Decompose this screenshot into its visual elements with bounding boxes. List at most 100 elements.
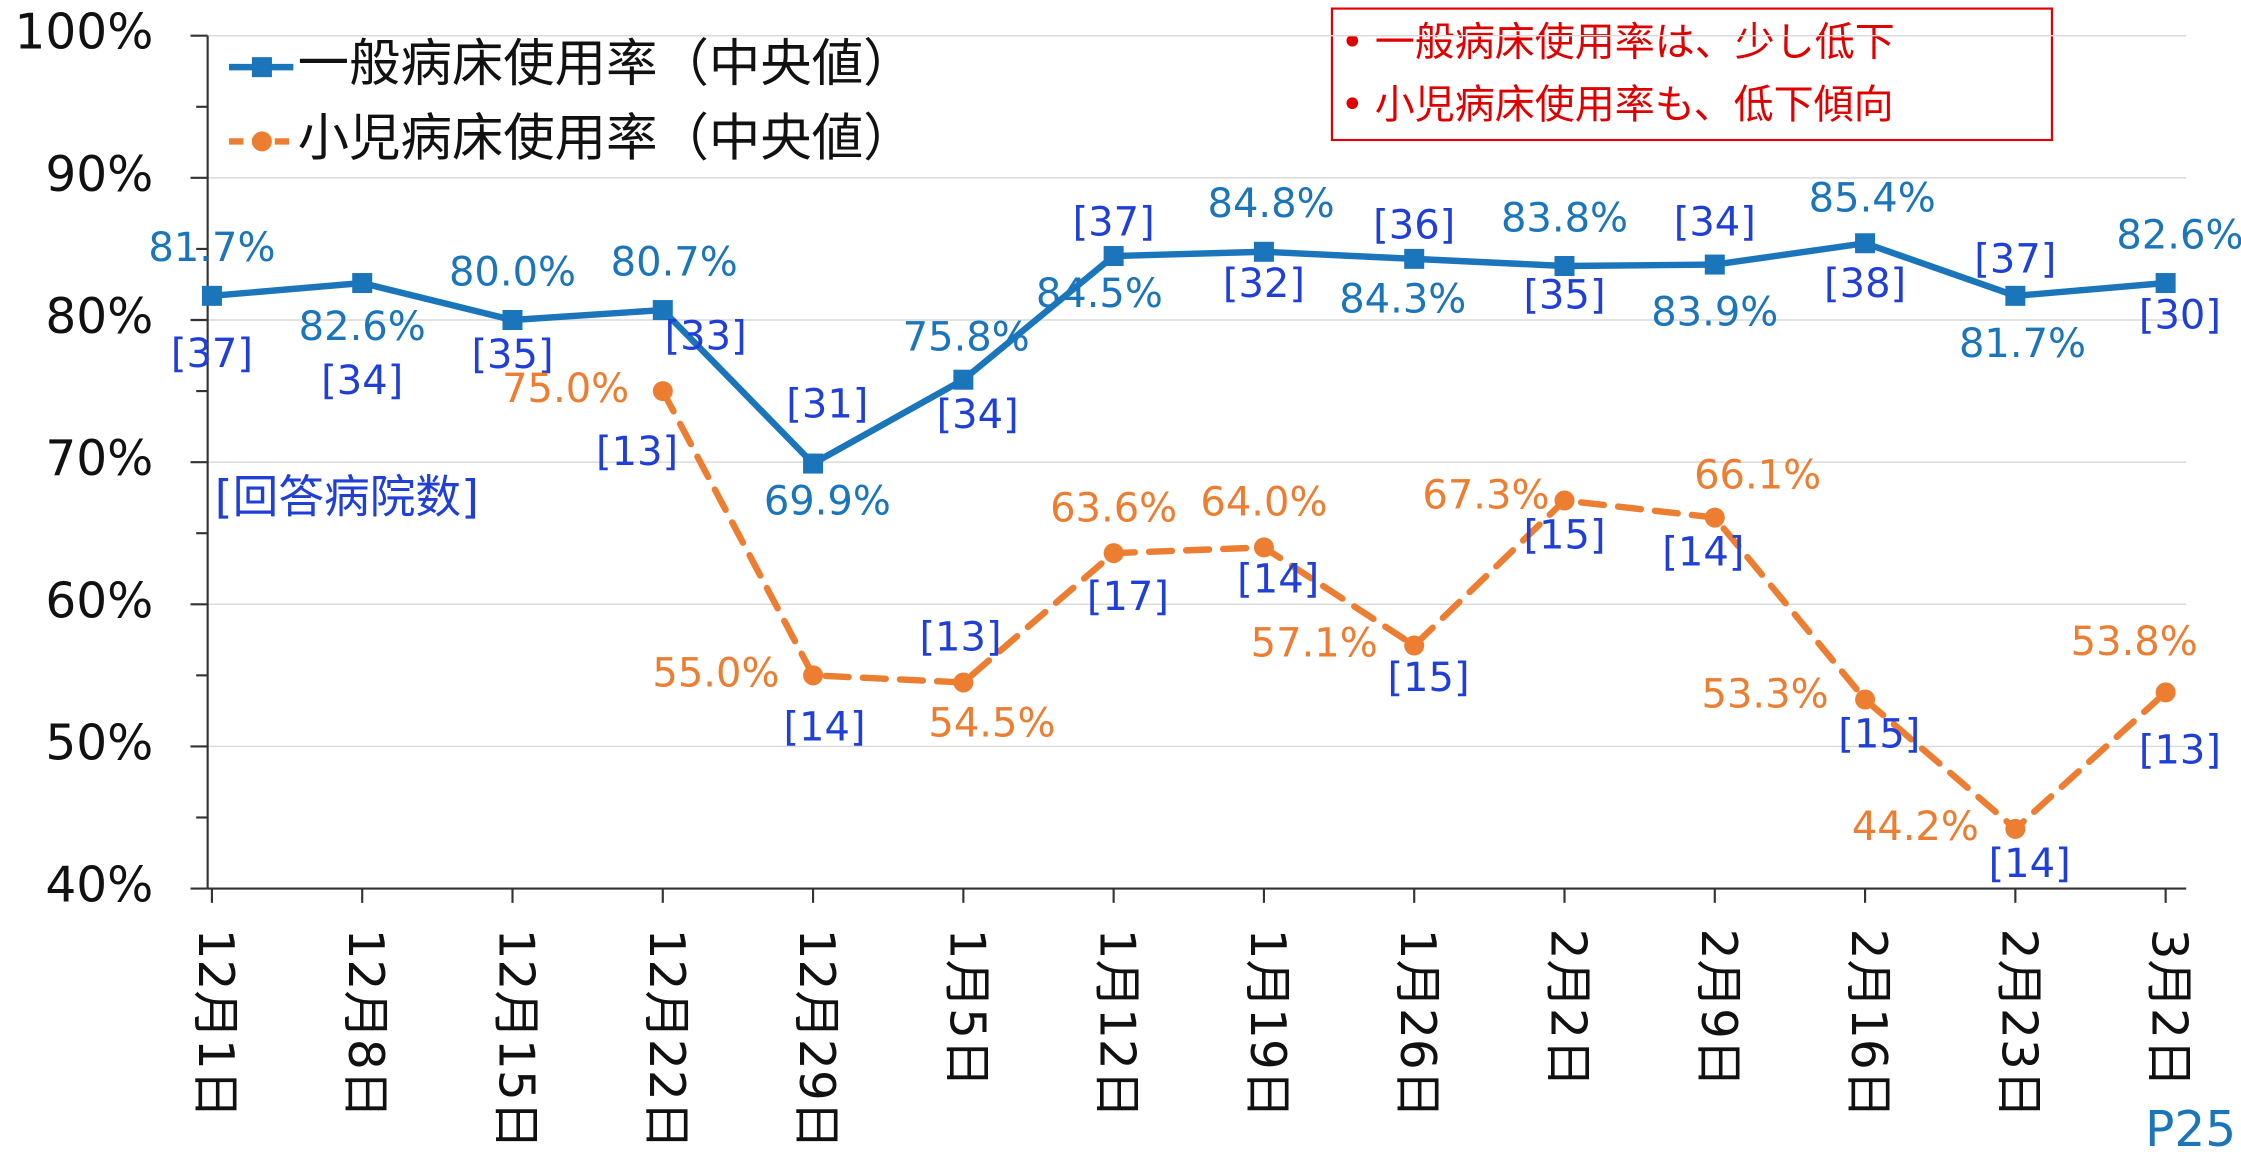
count-label: [15] <box>1387 655 1469 701</box>
count-label: [37] <box>1974 237 2056 283</box>
x-tick-label: 1月12日 <box>1089 929 1145 1119</box>
series-line <box>211 239 2166 468</box>
data-label: 82.6% <box>2116 212 2241 258</box>
data-label: 80.0% <box>449 249 576 295</box>
point <box>1855 233 1876 254</box>
x-tick-label: 1月5日 <box>938 929 994 1088</box>
count-label: [37] <box>1073 200 1155 246</box>
data-label: 83.8% <box>1501 195 1628 241</box>
point <box>1554 490 1575 511</box>
legend-label: 小児病床使用率（中央値） <box>298 108 915 168</box>
x-tick-label: 2月23日 <box>1990 929 2046 1119</box>
x-tick-label: 12月8日 <box>337 929 393 1119</box>
point <box>803 453 824 474</box>
point <box>1704 507 1725 528</box>
count-label: [31] <box>786 381 868 427</box>
count-label: [34] <box>1674 200 1756 246</box>
data-label: 81.7% <box>148 225 275 271</box>
point <box>2155 682 2176 703</box>
x-tick-label: 12月29日 <box>788 929 844 1150</box>
count-label: [38] <box>1824 261 1906 307</box>
data-label: 83.9% <box>1651 290 1778 336</box>
count-label: [13] <box>2139 727 2221 773</box>
point <box>953 369 974 390</box>
callout-box <box>1330 7 2053 142</box>
y-tick-label: 60% <box>45 573 153 629</box>
data-label: 63.6% <box>1050 485 1177 531</box>
x-tick-label: 2月2日 <box>1540 929 1596 1088</box>
data-label: 57.1% <box>1251 621 1378 667</box>
data-label: 53.8% <box>2071 619 2198 665</box>
point <box>502 310 523 330</box>
data-label: 53.3% <box>1702 672 1829 718</box>
data-label: 64.0% <box>1200 480 1327 526</box>
count-label: [35] <box>471 332 553 378</box>
data-label: 84.5% <box>1036 271 1163 317</box>
data-label: 82.6% <box>299 304 426 350</box>
count-label: [15] <box>1838 712 1920 758</box>
point <box>803 665 824 686</box>
count-label: [14] <box>1662 530 1744 576</box>
point <box>201 285 222 306</box>
point <box>1554 255 1575 276</box>
annotation: [回答病院数] <box>215 471 479 524</box>
data-label: 66.1% <box>1694 453 1821 499</box>
data-label: 67.3% <box>1422 473 1549 519</box>
data-label: 44.2% <box>1852 804 1979 850</box>
point <box>1404 635 1425 656</box>
count-label: [14] <box>1989 841 2071 887</box>
data-label: 75.0% <box>502 366 629 412</box>
count-label: [14] <box>1237 557 1319 603</box>
count-label: [13] <box>596 429 678 475</box>
bullet: • <box>1341 19 1365 65</box>
callout-text: 一般病床使用率は、少し低下 <box>1375 19 1895 65</box>
count-label: [36] <box>1373 202 1455 248</box>
y-tick-label: 100% <box>15 5 154 61</box>
legend-label: 一般病床使用率（中央値） <box>298 34 915 94</box>
point <box>1253 537 1274 558</box>
point <box>1253 241 1274 262</box>
point <box>652 300 673 321</box>
y-tick-label: 70% <box>45 431 153 487</box>
y-tick-label: 80% <box>45 289 153 345</box>
point <box>1704 254 1725 275</box>
point <box>1103 246 1124 267</box>
y-tick-label: 90% <box>45 147 153 203</box>
data-label: 84.8% <box>1208 181 1335 227</box>
count-label: [32] <box>1223 261 1305 307</box>
count-label: [33] <box>665 314 747 360</box>
point <box>2005 818 2026 839</box>
point <box>1855 689 1876 710</box>
point <box>953 672 974 693</box>
data-label: 85.4% <box>1809 175 1936 221</box>
count-label: [14] <box>783 705 865 751</box>
point <box>1103 543 1124 564</box>
callout-text: 小児病床使用率も、低下傾向 <box>1375 82 1894 128</box>
y-tick-label: 50% <box>45 715 153 771</box>
x-tick-label: 2月16日 <box>1840 929 1896 1119</box>
legend-marker <box>251 131 272 152</box>
count-label: [34] <box>321 358 403 404</box>
count-label: [13] <box>919 615 1001 661</box>
data-label: 81.7% <box>1959 321 2086 367</box>
y-tick-label: 40% <box>45 858 153 914</box>
point <box>352 273 373 294</box>
x-tick-label: 12月22日 <box>638 929 694 1150</box>
count-label: [35] <box>1523 272 1605 318</box>
count-label: [37] <box>171 331 253 377</box>
data-label: 54.5% <box>928 700 1055 746</box>
data-label: 69.9% <box>764 479 891 525</box>
data-label: 84.3% <box>1339 277 1466 323</box>
count-label: [34] <box>937 392 1019 438</box>
data-label: 80.7% <box>611 239 738 285</box>
point <box>2005 285 2026 306</box>
data-label: 75.8% <box>903 315 1030 361</box>
x-tick-label: 3月2日 <box>2141 929 2197 1088</box>
count-label: [15] <box>1523 513 1605 559</box>
x-tick-label: 1月19日 <box>1239 929 1295 1119</box>
point <box>2155 273 2176 294</box>
legend-marker <box>251 57 272 78</box>
x-tick-label: 2月9日 <box>1690 929 1746 1088</box>
x-tick-label: 1月26日 <box>1389 929 1445 1119</box>
